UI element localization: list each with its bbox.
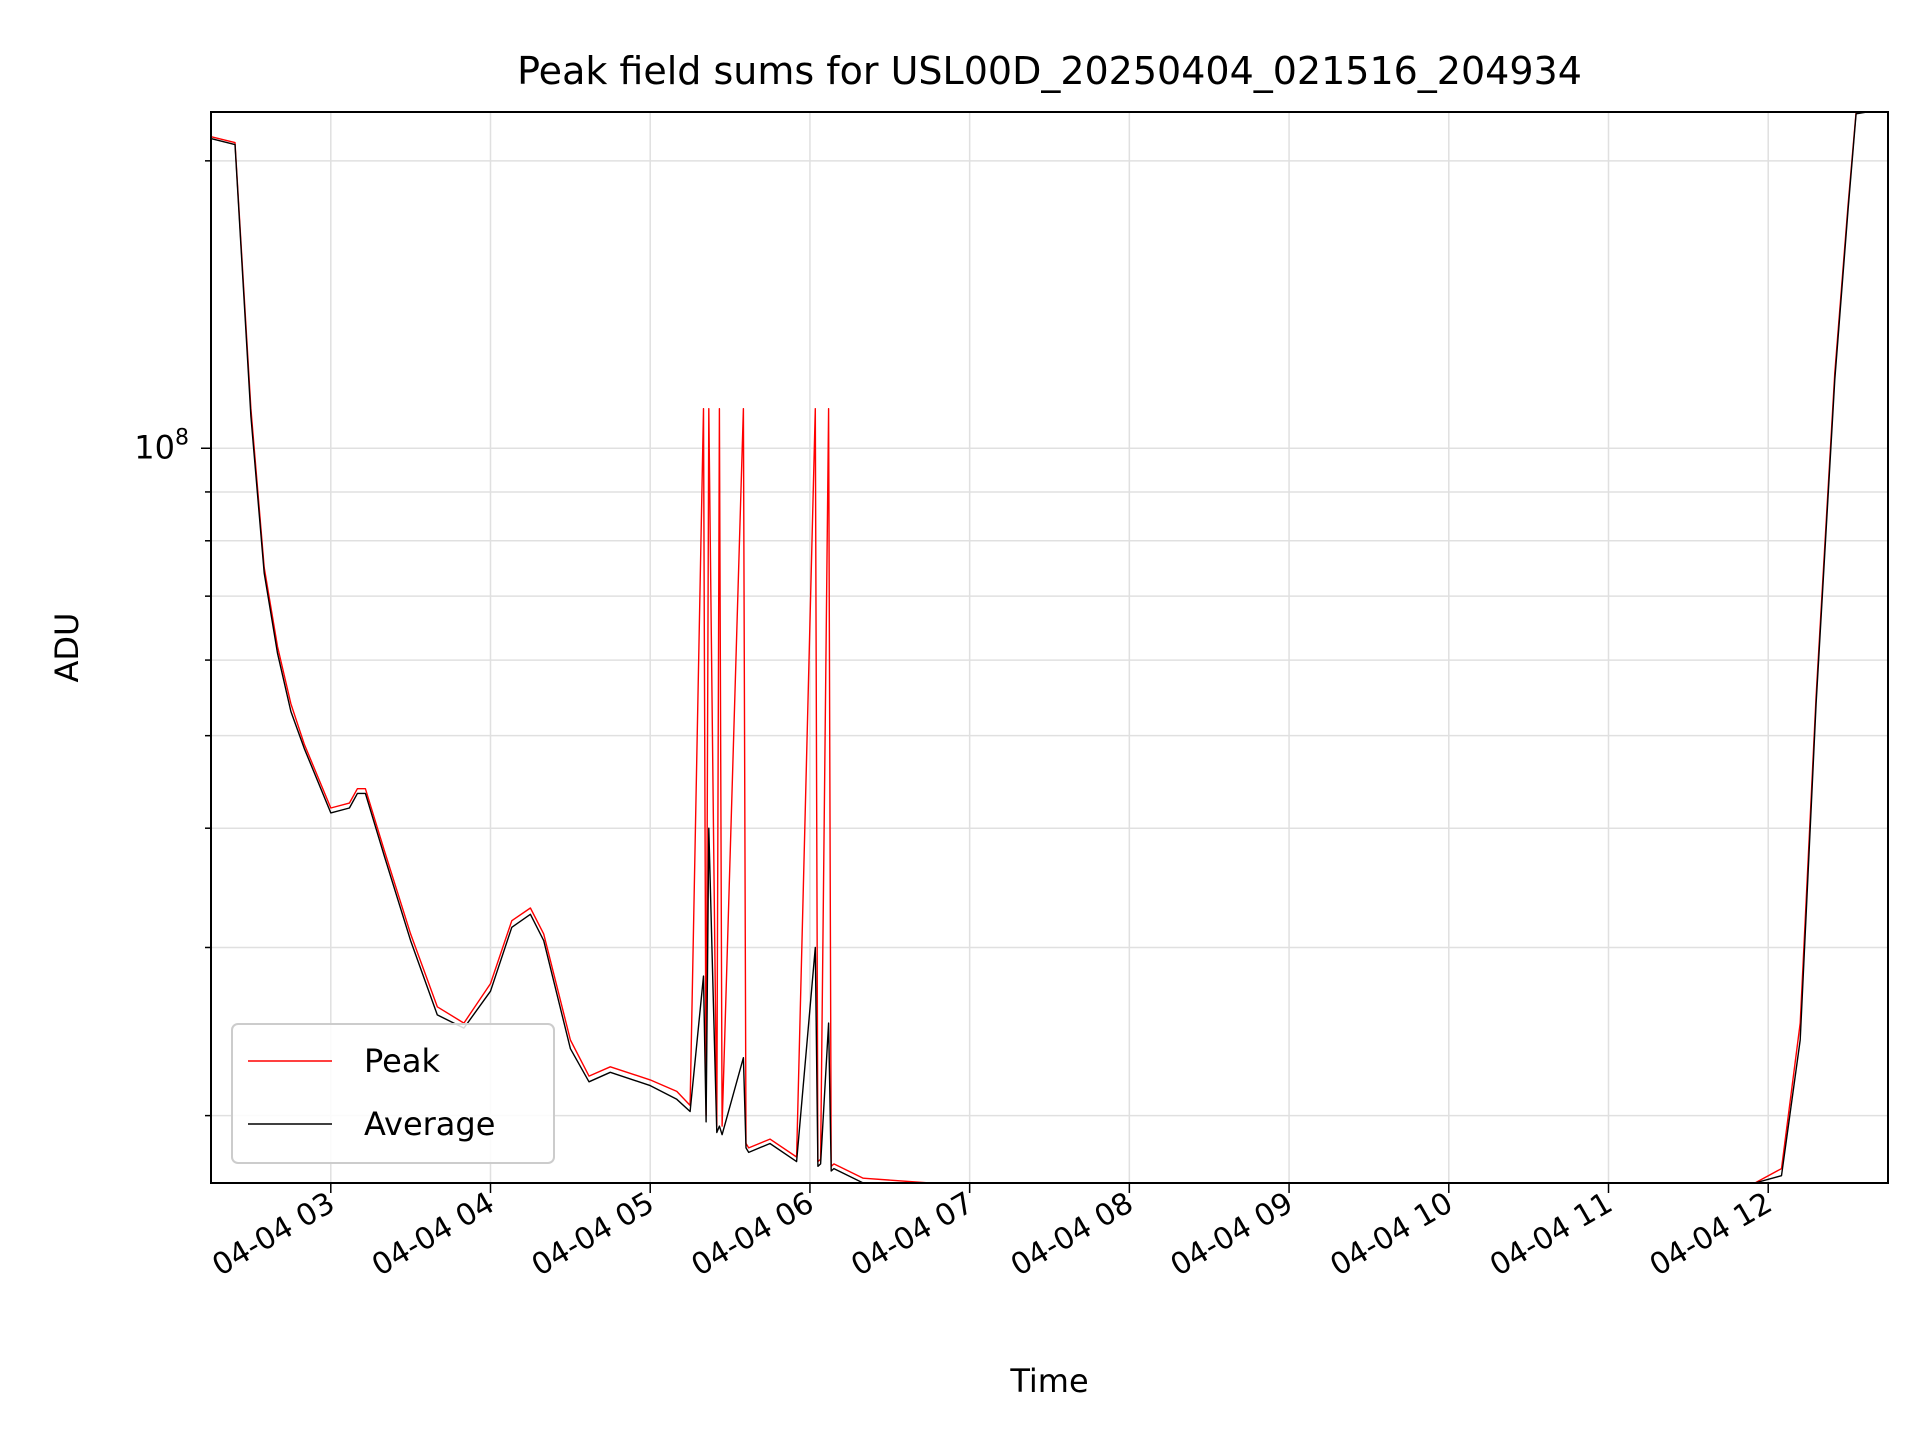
x-axis-label: Time	[1009, 1362, 1088, 1400]
legend-label-average: Average	[364, 1105, 495, 1143]
chart-title: Peak field sums for USL00D_20250404_0215…	[517, 49, 1582, 93]
plot-frame	[210, 111, 1889, 1184]
y-axis-label: ADU	[48, 613, 86, 683]
grid-lines	[211, 112, 1888, 1183]
y-tick-label-base: 10	[134, 428, 175, 466]
legend-box	[231, 1023, 555, 1164]
legend: Peak Average	[231, 1023, 555, 1164]
y-tick-label: 108	[134, 425, 189, 466]
y-tick-label-exponent: 8	[175, 425, 189, 450]
legend-label-peak: Peak	[364, 1042, 440, 1080]
